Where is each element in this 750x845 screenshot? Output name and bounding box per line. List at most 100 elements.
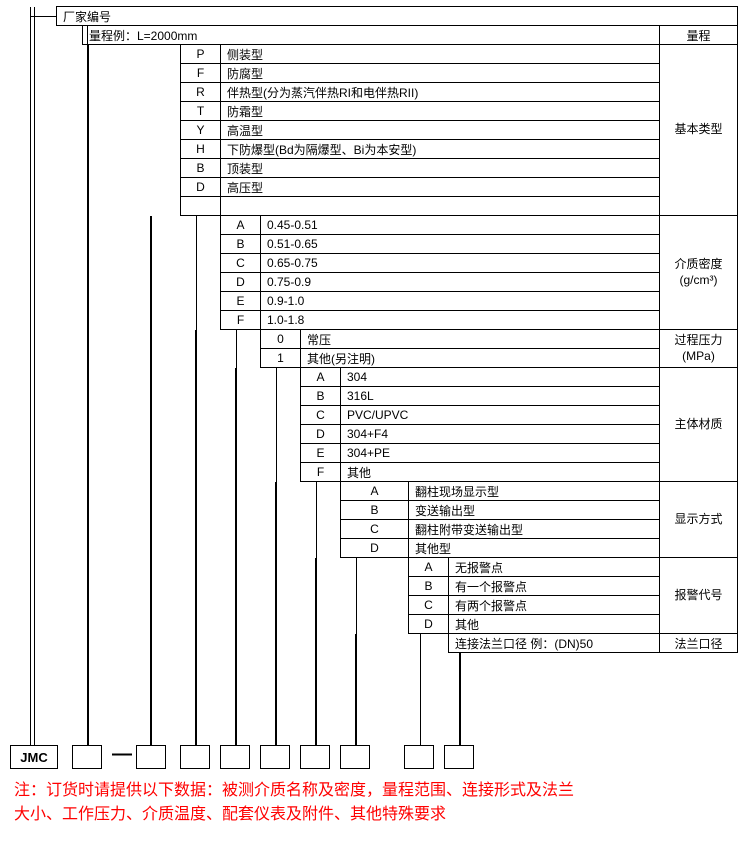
- code-box-6: [340, 745, 370, 769]
- range-example-row: 量程例：L=2000mm: [82, 25, 660, 45]
- code-cell: [180, 196, 221, 216]
- desc-cell: 常压: [300, 329, 660, 349]
- group-label: 基本类型: [659, 44, 738, 216]
- desc-cell: 防霜型: [220, 101, 660, 121]
- group-label: 介质密度(g/cm³): [659, 215, 738, 330]
- connector-line: [34, 7, 35, 745]
- range-label: 量程: [659, 25, 738, 45]
- connector-line: [316, 482, 317, 745]
- code-cell: D: [180, 177, 221, 197]
- connector-line: [315, 558, 316, 745]
- code-cell: C: [340, 519, 409, 539]
- code-cell: P: [180, 44, 221, 64]
- desc-cell: 0.65-0.75: [260, 253, 660, 273]
- desc-cell: 顶装型: [220, 158, 660, 178]
- desc-cell: 高温型: [220, 120, 660, 140]
- code-box-8: [444, 745, 474, 769]
- code-cell: E: [220, 291, 261, 311]
- connector-line: [420, 634, 421, 745]
- code-box-3: [220, 745, 250, 769]
- desc-cell: 其他: [340, 462, 660, 482]
- code-box-4: [260, 745, 290, 769]
- code-box-5: [300, 745, 330, 769]
- desc-cell: 1.0-1.8: [260, 310, 660, 330]
- code-cell: A: [340, 481, 409, 501]
- desc-cell: PVC/UPVC: [340, 405, 660, 425]
- code-cell: F: [220, 310, 261, 330]
- connector-line: [87, 26, 88, 745]
- code-cell: B: [180, 158, 221, 178]
- connector-line: [460, 653, 461, 745]
- desc-cell: 其他: [448, 614, 660, 634]
- desc-cell: 变送输出型: [408, 500, 660, 520]
- code-box-7: [404, 745, 434, 769]
- code-box-1: [136, 745, 166, 769]
- code-cell: A: [408, 557, 449, 577]
- group-label: 显示方式: [659, 481, 738, 558]
- code-box-2: [180, 745, 210, 769]
- group-label: 报警代号: [659, 557, 738, 634]
- desc-cell: 0.75-0.9: [260, 272, 660, 292]
- code-cell: B: [300, 386, 341, 406]
- order-note-line1: 注：订货时请提供以下数据：被测介质名称及密度，量程范围、连接形式及法兰: [14, 779, 724, 803]
- desc-cell: 0.45-0.51: [260, 215, 660, 235]
- code-cell: E: [300, 443, 341, 463]
- desc-cell: 304: [340, 367, 660, 387]
- connector-line: [276, 368, 277, 745]
- code-cell: B: [340, 500, 409, 520]
- desc-cell: 304+F4: [340, 424, 660, 444]
- code-cell: T: [180, 101, 221, 121]
- desc-cell: 316L: [340, 386, 660, 406]
- code-cell: D: [300, 424, 341, 444]
- connector-line: [151, 216, 152, 745]
- code-box-0: [72, 745, 102, 769]
- desc-cell: 下防爆型(Bd为隔爆型、Bi为本安型): [220, 139, 660, 159]
- connector-line: [356, 558, 357, 745]
- desc-cell: 0.51-0.65: [260, 234, 660, 254]
- code-cell: F: [180, 63, 221, 83]
- code-cell: R: [180, 82, 221, 102]
- code-cell: C: [300, 405, 341, 425]
- connector-line: [88, 45, 89, 745]
- code-cell: B: [408, 576, 449, 596]
- desc-cell: 防腐型: [220, 63, 660, 83]
- desc-cell: [220, 196, 660, 216]
- jmc-box: JMC: [10, 745, 58, 769]
- dash-separator: —: [112, 743, 132, 766]
- code-cell: D: [340, 538, 409, 558]
- desc-cell: 304+PE: [340, 443, 660, 463]
- connector-line: [195, 330, 196, 745]
- group-label: 主体材质: [659, 367, 738, 482]
- desc-cell: 侧装型: [220, 44, 660, 64]
- connector-line: [30, 7, 31, 745]
- desc-cell: 有两个报警点: [448, 595, 660, 615]
- desc-cell: 有一个报警点: [448, 576, 660, 596]
- flange-label: 法兰口径: [659, 633, 738, 653]
- order-note-line2: 大小、工作压力、介质温度、配套仪表及附件、其他特殊要求: [14, 803, 724, 827]
- desc-cell: 伴热型(分为蒸汽伴热RI和电伴热RII): [220, 82, 660, 102]
- connector-line: [459, 653, 460, 745]
- desc-cell: 其他(另注明): [300, 348, 660, 368]
- code-cell: 0: [260, 329, 301, 349]
- desc-cell: 其他型: [408, 538, 660, 558]
- desc-cell: 0.9-1.0: [260, 291, 660, 311]
- code-cell: D: [220, 272, 261, 292]
- code-cell: 1: [260, 348, 301, 368]
- group-label: 过程压力(MPa): [659, 329, 738, 368]
- connector-line: [275, 482, 276, 745]
- desc-cell: 高压型: [220, 177, 660, 197]
- desc-cell: 翻柱现场显示型: [408, 481, 660, 501]
- connector-line: [196, 216, 197, 745]
- desc-cell: 无报警点: [448, 557, 660, 577]
- code-cell: C: [408, 595, 449, 615]
- code-cell: A: [300, 367, 341, 387]
- code-cell: H: [180, 139, 221, 159]
- factory-code-row: 厂家编号: [56, 6, 738, 26]
- connector-line: [355, 634, 356, 745]
- desc-cell: 翻柱附带变送输出型: [408, 519, 660, 539]
- code-cell: Y: [180, 120, 221, 140]
- code-cell: D: [408, 614, 449, 634]
- code-cell: C: [220, 253, 261, 273]
- code-cell: B: [220, 234, 261, 254]
- flange-desc: 连接法兰口径 例：(DN)50: [448, 633, 660, 653]
